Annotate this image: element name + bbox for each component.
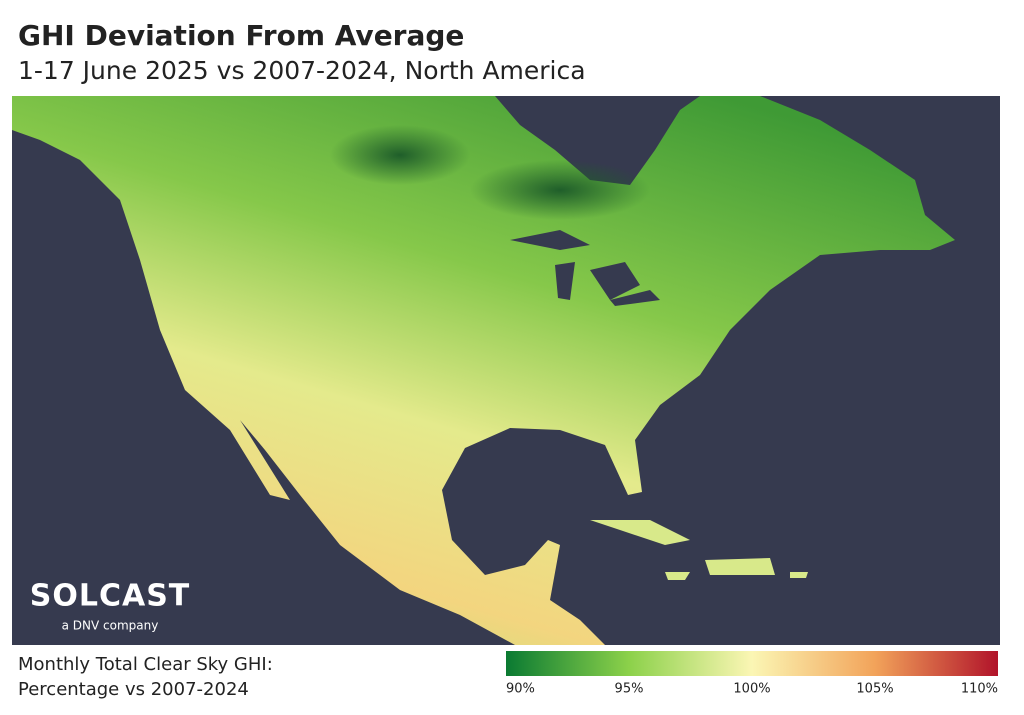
logo-tagline: a DNV company <box>62 619 159 633</box>
colorbar-tick-label: 100% <box>733 682 770 697</box>
shade <box>330 125 470 185</box>
land <box>12 96 955 645</box>
islands <box>590 520 808 580</box>
colorbar-tick-label: 95% <box>615 682 644 697</box>
shade <box>470 160 650 220</box>
logo-name: SOLCAST <box>30 579 191 614</box>
legend-title: Percentage vs 2007-2024 <box>18 679 249 700</box>
colorbar-tick-label: 110% <box>961 682 998 697</box>
map: SOLCAST a DNV company <box>12 96 1000 645</box>
colorbar <box>506 651 998 676</box>
legend: Monthly Total Clear Sky GHI: Percentage … <box>18 651 998 700</box>
subtitle: 1-17 June 2025 vs 2007-2024, North Ameri… <box>18 56 586 85</box>
logo: SOLCAST a DNV company <box>30 579 191 633</box>
legend-title: Monthly Total Clear Sky GHI: <box>18 654 273 675</box>
title: GHI Deviation From Average <box>18 19 464 52</box>
colorbar-tick-label: 105% <box>856 682 893 697</box>
great-lakes <box>510 230 660 306</box>
colorbar-tick-label: 90% <box>506 682 535 697</box>
